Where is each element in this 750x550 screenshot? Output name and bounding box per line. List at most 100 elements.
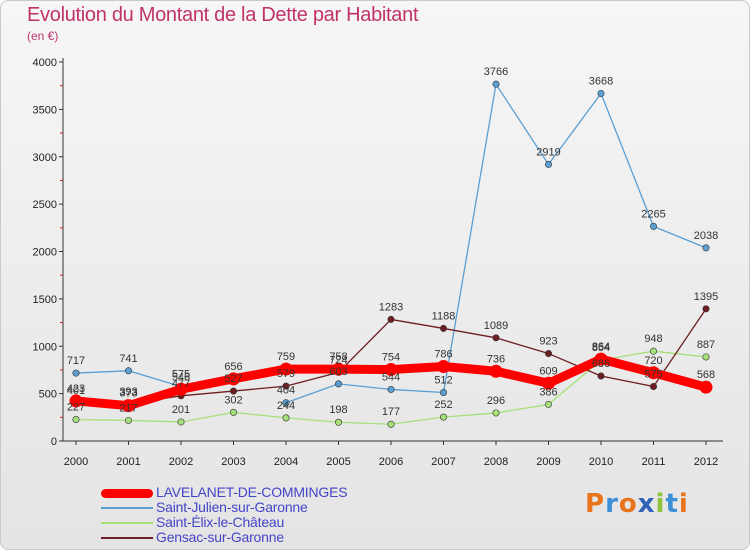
data-point bbox=[282, 399, 290, 407]
x-tick-label: 2001 bbox=[116, 456, 140, 468]
data-label: 544 bbox=[382, 371, 400, 383]
chart-title: Evolution du Montant de la Dette par Hab… bbox=[27, 4, 419, 26]
data-point bbox=[544, 160, 552, 168]
data-label: 575 bbox=[644, 369, 662, 381]
data-label: 1089 bbox=[484, 320, 508, 332]
x-tick-label: 2012 bbox=[694, 456, 718, 468]
logo-letter: t bbox=[665, 489, 679, 519]
data-point bbox=[492, 409, 500, 417]
data-point bbox=[69, 394, 83, 408]
data-point bbox=[334, 418, 342, 426]
data-point bbox=[699, 380, 713, 394]
data-label: 2265 bbox=[641, 208, 665, 220]
data-label: 754 bbox=[382, 352, 400, 364]
logo-letter: x bbox=[637, 489, 656, 519]
data-point bbox=[597, 372, 605, 380]
data-point bbox=[282, 382, 290, 390]
data-label: 1395 bbox=[694, 291, 718, 303]
data-label: 720 bbox=[644, 355, 662, 367]
legend-label: LAVELANET-DE-COMMINGES bbox=[156, 484, 348, 500]
data-label: 579 bbox=[277, 368, 295, 380]
data-point bbox=[702, 305, 710, 313]
data-label: 2919 bbox=[536, 146, 560, 158]
y-tick-label: 3000 bbox=[33, 152, 57, 164]
data-label: 3766 bbox=[484, 66, 508, 78]
y-tick-label: 0 bbox=[51, 436, 57, 448]
data-point bbox=[492, 80, 500, 88]
data-point bbox=[437, 360, 450, 374]
x-tick-label: 2002 bbox=[169, 456, 193, 468]
data-label: 252 bbox=[434, 399, 452, 411]
data-label: 609 bbox=[539, 365, 557, 377]
data-label: 854 bbox=[592, 342, 610, 354]
data-point bbox=[387, 315, 395, 323]
y-tick-label: 1500 bbox=[33, 294, 57, 306]
x-tick-label: 2006 bbox=[379, 456, 403, 468]
data-point bbox=[489, 364, 503, 378]
data-point bbox=[439, 388, 447, 396]
x-tick-label: 2005 bbox=[326, 456, 350, 468]
data-label: 3668 bbox=[589, 75, 613, 87]
y-tick-label: 4000 bbox=[33, 57, 57, 69]
data-point bbox=[439, 413, 447, 421]
y-tick-label: 2500 bbox=[33, 199, 57, 211]
data-point bbox=[177, 418, 185, 426]
data-label: 736 bbox=[487, 353, 505, 365]
data-label: 1188 bbox=[432, 310, 456, 322]
data-point bbox=[544, 350, 552, 358]
data-point bbox=[597, 89, 605, 97]
x-tick-label: 2007 bbox=[431, 456, 455, 468]
legend-swatch bbox=[101, 521, 153, 524]
data-label: 575 bbox=[172, 369, 190, 381]
legend-swatch bbox=[101, 536, 153, 539]
data-label: 201 bbox=[172, 404, 190, 416]
data-label: 686 bbox=[592, 358, 610, 370]
data-label: 887 bbox=[697, 339, 715, 351]
x-tick-label: 2008 bbox=[484, 456, 508, 468]
y-tick-label: 3500 bbox=[33, 104, 57, 116]
data-point bbox=[125, 416, 133, 424]
data-label: 373 bbox=[119, 388, 137, 400]
data-label: 2038 bbox=[694, 230, 718, 242]
data-point bbox=[332, 362, 345, 376]
data-point bbox=[230, 387, 238, 395]
data-label: 656 bbox=[224, 361, 242, 373]
data-label: 717 bbox=[67, 355, 85, 367]
data-point bbox=[279, 362, 293, 376]
y-tick-label: 500 bbox=[39, 389, 57, 401]
x-tick-label: 2003 bbox=[221, 456, 245, 468]
legend-label: Saint-Julien-sur-Garonne bbox=[156, 499, 308, 515]
proxiti-logo: Proxiti bbox=[585, 489, 689, 519]
data-label: 1283 bbox=[379, 301, 403, 313]
data-point bbox=[492, 334, 500, 342]
data-label: 401 bbox=[67, 385, 85, 397]
data-point bbox=[594, 352, 608, 366]
data-label: 948 bbox=[644, 333, 662, 345]
data-point bbox=[122, 399, 135, 413]
data-point bbox=[387, 385, 395, 393]
data-point bbox=[702, 244, 710, 252]
data-label: 603 bbox=[329, 366, 347, 378]
data-label: 302 bbox=[224, 394, 242, 406]
legend-swatch bbox=[101, 488, 153, 498]
data-point bbox=[72, 415, 80, 423]
data-label: 512 bbox=[434, 374, 452, 386]
data-point bbox=[174, 382, 188, 396]
data-label: 724 bbox=[329, 354, 347, 366]
data-label: 864 bbox=[592, 341, 610, 353]
logo-letter: r bbox=[605, 489, 619, 519]
legend-label: Saint-Élix-le-Château bbox=[156, 514, 285, 530]
data-label: 759 bbox=[277, 351, 295, 363]
data-point bbox=[702, 353, 710, 361]
x-tick-label: 2011 bbox=[642, 456, 666, 468]
data-point bbox=[282, 414, 290, 422]
data-point bbox=[542, 376, 555, 390]
data-point bbox=[334, 380, 342, 388]
data-label: 198 bbox=[329, 404, 347, 416]
data-label: 244 bbox=[277, 400, 295, 412]
data-point bbox=[125, 367, 133, 375]
x-tick-label: 2000 bbox=[64, 456, 88, 468]
data-point bbox=[649, 347, 657, 355]
data-point bbox=[387, 420, 395, 428]
